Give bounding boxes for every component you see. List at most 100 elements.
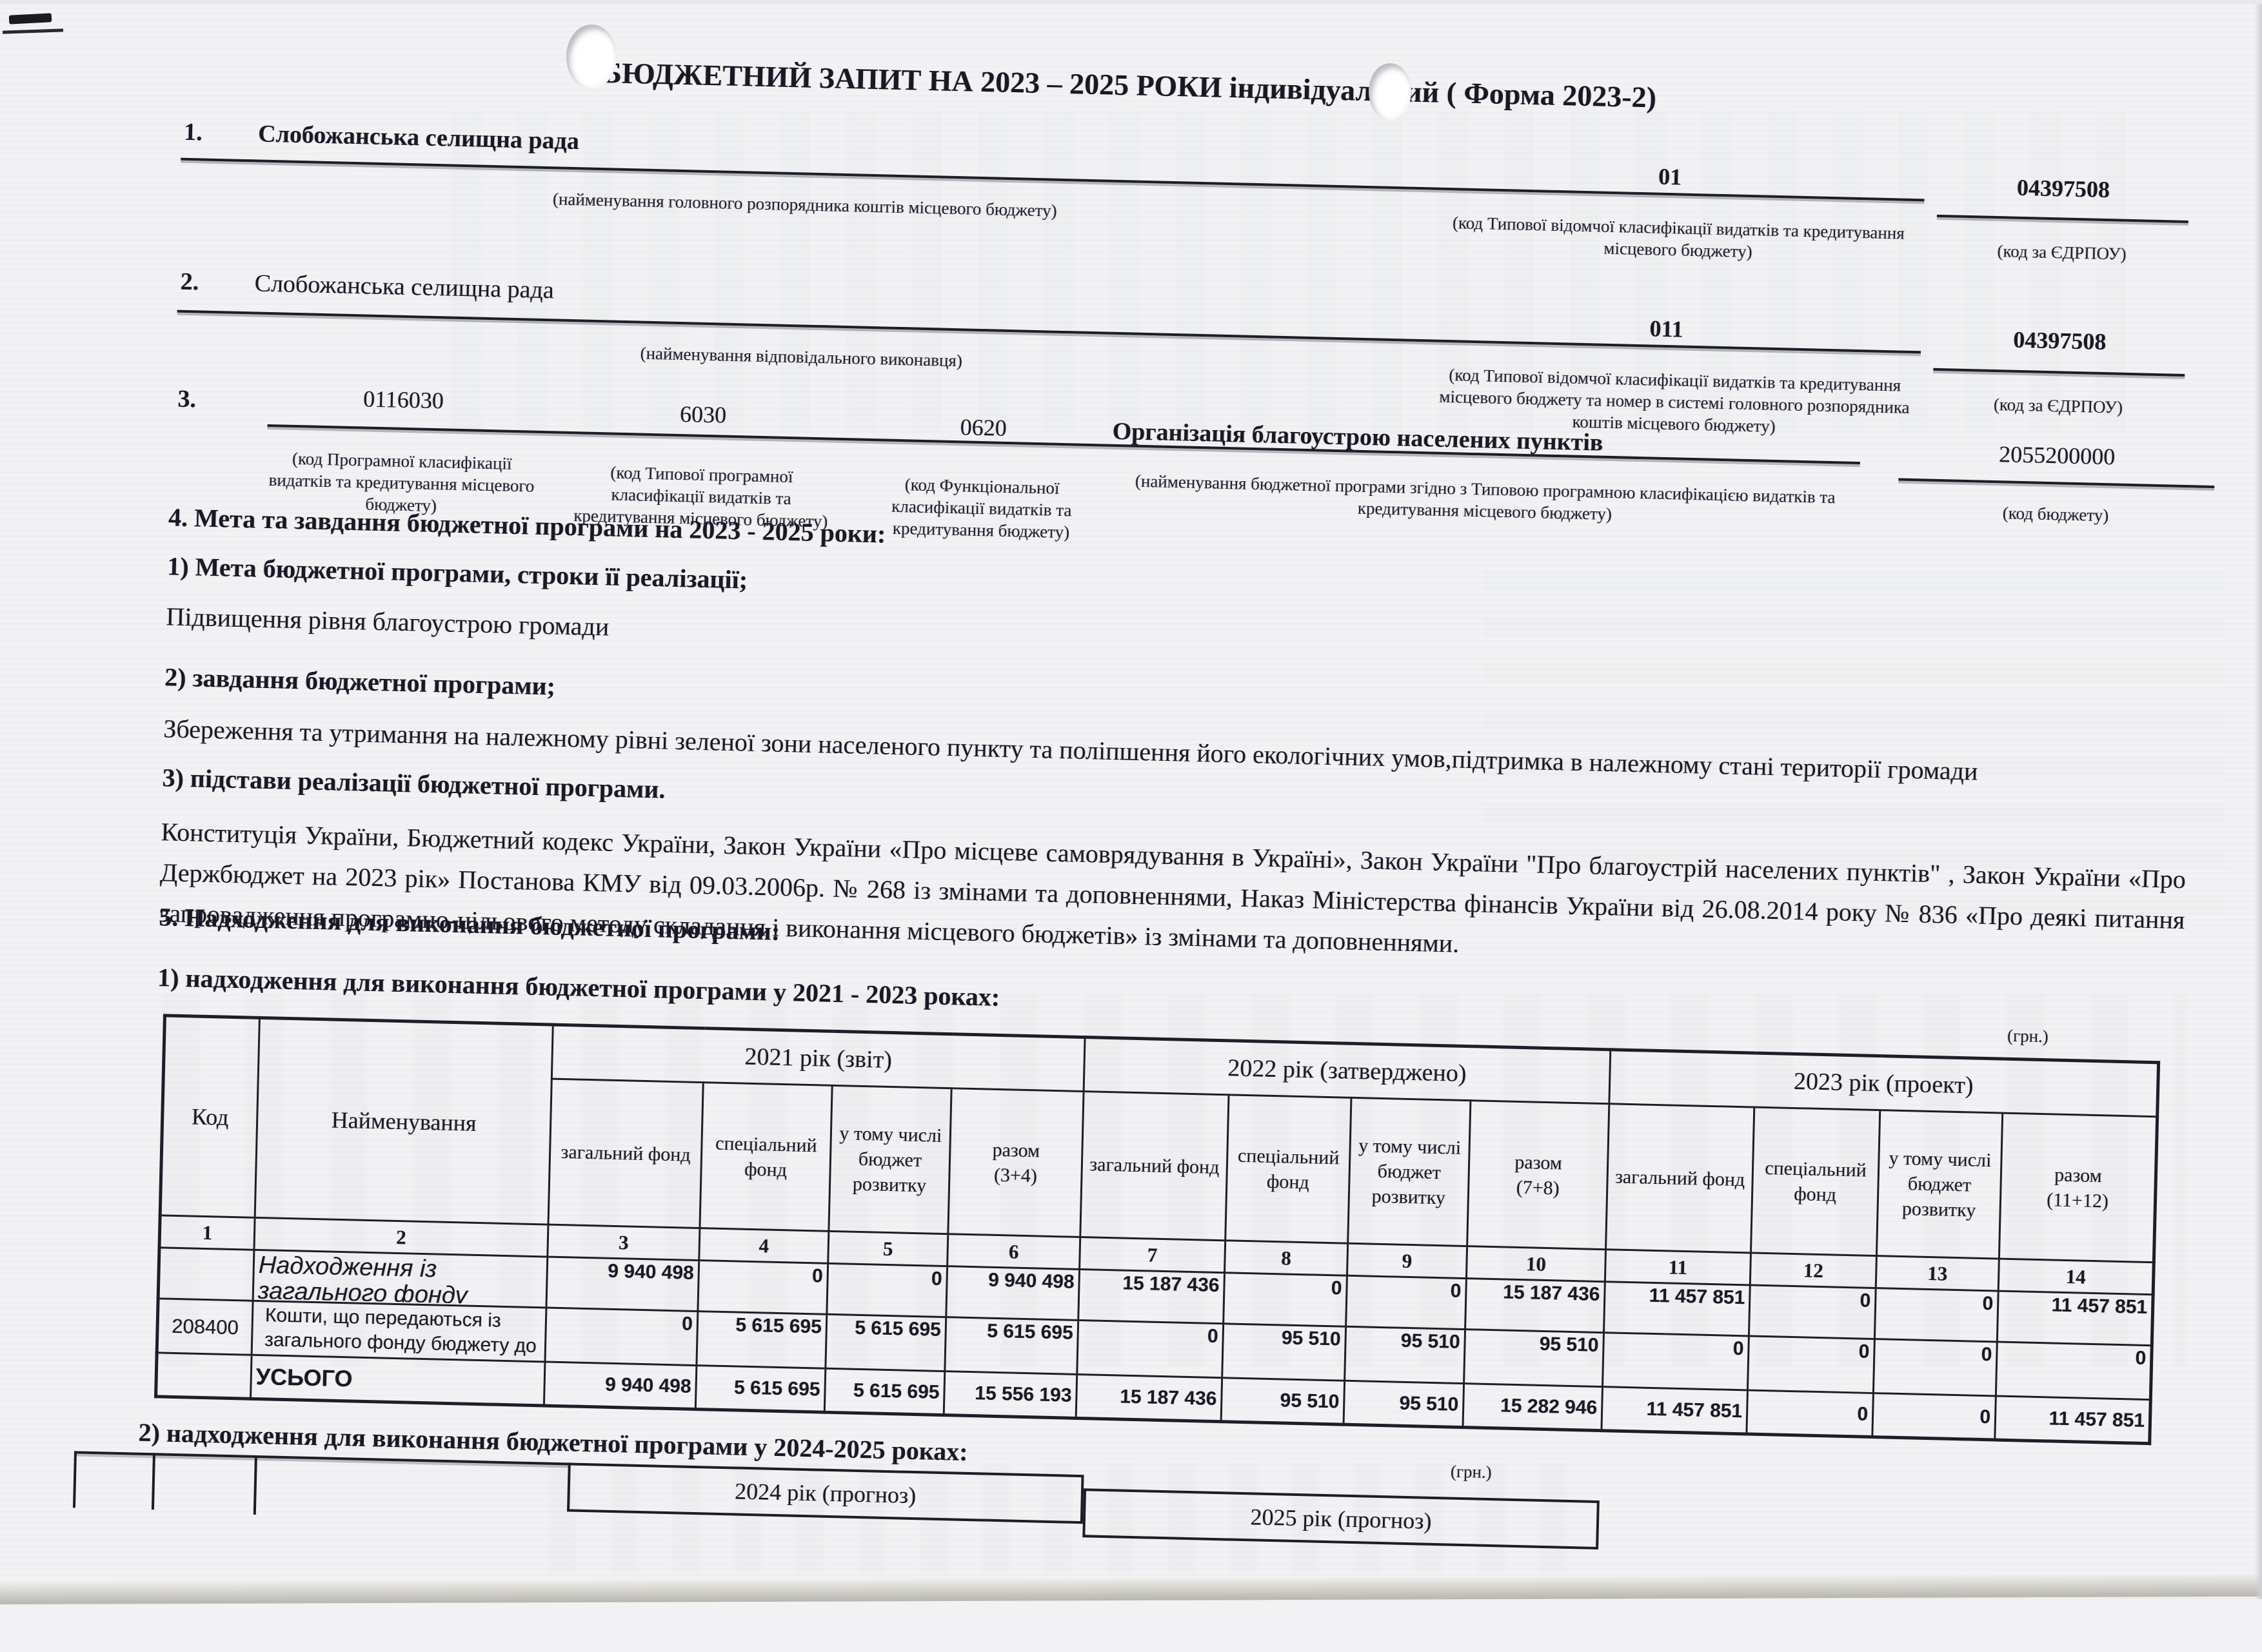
- value-cell: 95 510: [1221, 1377, 1345, 1425]
- section-1-name: Слобожанська селищна рада: [257, 120, 580, 155]
- sub-header: спеціальний фонд: [1225, 1094, 1351, 1244]
- budget-code-caption: (код бюджету): [2002, 503, 2109, 526]
- sub-header: загальний фонд: [548, 1079, 704, 1228]
- sub-header: у тому числі бюджет розвитку: [828, 1085, 952, 1234]
- col-number: 4: [699, 1228, 829, 1264]
- col-header-code: Код: [160, 1015, 260, 1218]
- value-cell: 0: [826, 1263, 947, 1317]
- sub-header: загальний фонд: [1605, 1103, 1754, 1253]
- table2-header-2024: 2024 рік (прогноз): [567, 1462, 1084, 1524]
- value-cell: 15 187 436: [1076, 1374, 1222, 1422]
- functional-class-caption: (код Функціональної класифікації видаткі…: [891, 475, 1072, 542]
- scanner-edge-right: [2254, 0, 2262, 1599]
- value-cell: 0: [1872, 1393, 1996, 1440]
- value-cell: 5 615 695: [695, 1365, 826, 1413]
- value-cell: 5 615 695: [825, 1314, 946, 1372]
- col-number: 3: [547, 1224, 700, 1261]
- sub-header: у тому числі бюджет розвитку: [1347, 1097, 1471, 1246]
- budget-code: 2055200000: [1998, 441, 2116, 470]
- value-cell: 9 940 498: [544, 1361, 697, 1410]
- typical-program-code: 6030: [679, 401, 727, 428]
- table2-vertical-line: [253, 1455, 257, 1515]
- col-number: 5: [828, 1231, 948, 1266]
- table-income-2021-2023: Код Найменування 2021 рік (звіт) 2022 рі…: [154, 1014, 2161, 1446]
- section-1-name-caption: (найменування головного розпорядника кош…: [552, 189, 1058, 221]
- col-number: 6: [947, 1234, 1080, 1270]
- value-cell: 0: [1747, 1335, 1875, 1393]
- value-cell: 0: [1076, 1320, 1224, 1378]
- section-2-name: Слобожанська селищна рада: [254, 270, 555, 304]
- section-5-sub2-heading: 2) надходження для виконання бюджетної п…: [138, 1417, 969, 1466]
- value-cell: 0: [1746, 1390, 1874, 1437]
- row-code: [155, 1352, 252, 1399]
- value-cell: 5 615 695: [824, 1368, 945, 1415]
- value-cell: 11 457 851: [1601, 1386, 1748, 1434]
- row-code: 208400: [157, 1298, 253, 1355]
- table2-vertical-line: [151, 1453, 155, 1510]
- section-3-number: 3.: [177, 385, 197, 413]
- section-1-number: 1.: [183, 118, 203, 146]
- rule-line: [1933, 368, 2185, 377]
- value-cell: 11 457 851: [1994, 1396, 2151, 1444]
- col-number: 14: [1998, 1259, 2154, 1295]
- punch-hole: [1369, 63, 1411, 120]
- sub-header: у тому числі бюджет розвитку: [1876, 1110, 2003, 1259]
- col-number: 10: [1466, 1246, 1606, 1282]
- scanned-document-page: БЮДЖЕТНИЙ ЗАПИТ НА 2023 – 2025 РОКИ інди…: [0, 0, 2262, 1605]
- value-cell: 0: [697, 1260, 828, 1315]
- value-cell: 95 510: [1222, 1323, 1346, 1381]
- table2-header-2025: 2025 рік (прогноз): [1082, 1488, 1600, 1550]
- sub-header: разом (7+8): [1467, 1100, 1609, 1250]
- section-1-code-caption: (код Типової відомчої класифікації видат…: [1452, 213, 1905, 261]
- col-number: 13: [1876, 1255, 1999, 1292]
- value-cell: 95 510: [1463, 1329, 1604, 1387]
- section-2-name-caption: (найменування відповідального виконавця): [640, 343, 963, 371]
- value-cell: 15 282 946: [1462, 1383, 1603, 1431]
- document-title: БЮДЖЕТНИЙ ЗАПИТ НА 2023 – 2025 РОКИ інди…: [602, 56, 1657, 114]
- value-cell: 9 940 498: [946, 1266, 1080, 1321]
- sub-header: загальний фонд: [1080, 1091, 1229, 1241]
- currency-note-2: (грн.): [1450, 1461, 1493, 1482]
- col-number: 1: [159, 1215, 255, 1250]
- section-2-number: 2.: [180, 268, 199, 296]
- rule-line: [1898, 478, 2215, 489]
- value-cell: 0: [1873, 1339, 1998, 1397]
- table2-vertical-line: [72, 1451, 77, 1508]
- value-cell: 0: [544, 1308, 698, 1366]
- section-2-edrpou: 04397508: [2012, 326, 2107, 355]
- col-number: 7: [1079, 1237, 1225, 1273]
- value-cell: 9 940 498: [546, 1257, 699, 1312]
- value-cell: 95 510: [1344, 1326, 1465, 1384]
- value-cell: 5 615 695: [696, 1311, 827, 1369]
- tasks-heading: 2) завдання бюджетної програми;: [164, 662, 556, 701]
- row-name: Надходження із загального фонду: [257, 1252, 468, 1306]
- scanner-edge-top: [0, 0, 2262, 4]
- goal-heading: 1) Мета бюджетної програми, строки її ре…: [166, 551, 748, 595]
- rule-line: [1936, 214, 2188, 224]
- program-name-caption: (найменування бюджетної програми згідно …: [1135, 471, 1836, 524]
- sub-header: спеціальний фонд: [699, 1082, 833, 1232]
- section-2-edrpou-caption: (код за ЄДРПОУ): [1993, 395, 2123, 417]
- value-cell: 5 615 695: [944, 1317, 1078, 1375]
- value-cell: 0: [1874, 1288, 1999, 1342]
- col-number: 9: [1347, 1243, 1467, 1279]
- value-cell: 0: [1345, 1275, 1467, 1330]
- value-cell: 15 187 436: [1465, 1278, 1605, 1333]
- currency-note: (грн.): [2007, 1025, 2049, 1047]
- value-cell: 0: [1223, 1272, 1347, 1327]
- value-cell: 0: [1602, 1332, 1749, 1390]
- col-number: 12: [1750, 1252, 1877, 1288]
- sub-header: разом (3+4): [947, 1088, 1084, 1237]
- value-cell: 11 457 851: [1603, 1281, 1751, 1336]
- sub-header: разом (11+12): [1999, 1113, 2158, 1263]
- value-cell: 15 556 193: [944, 1371, 1077, 1419]
- row-code: [158, 1247, 254, 1301]
- punch-hole: [566, 25, 617, 89]
- value-cell: 0: [1749, 1284, 1876, 1339]
- goal-text: Підвищення рівня благоустрою громади: [166, 602, 610, 642]
- col-number: 11: [1605, 1249, 1751, 1285]
- col-header-name: Найменування: [255, 1018, 553, 1225]
- value-cell: 0: [1996, 1342, 2152, 1400]
- section-1-edrpou-caption: (код за ЄДРПОУ): [1997, 241, 2127, 264]
